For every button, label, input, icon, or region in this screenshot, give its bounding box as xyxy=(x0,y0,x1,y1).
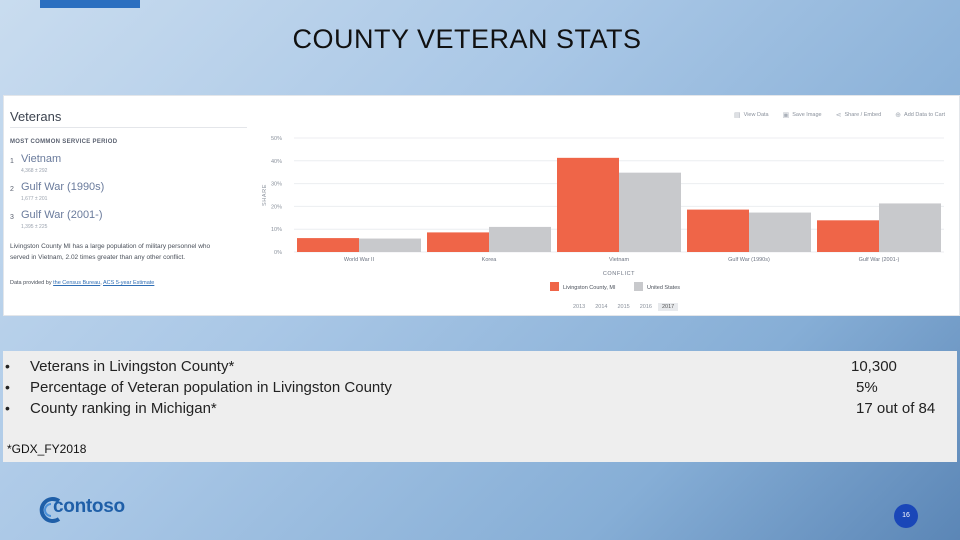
period-count: 1,677 ± 201 xyxy=(21,196,48,202)
period-name: Vietnam xyxy=(21,153,62,165)
x-tick-label: Korea xyxy=(482,257,498,263)
logo-mark-icon xyxy=(39,497,61,523)
bar-county xyxy=(687,209,749,252)
census-bureau-link[interactable]: the Census Bureau xyxy=(53,280,101,286)
acs-estimate-link[interactable]: ACS 5-year Estimate xyxy=(102,280,155,286)
x-tick-label: World War II xyxy=(344,257,375,263)
stat-value: 17 out of 84 xyxy=(856,400,936,417)
bullet-icon: • xyxy=(5,400,10,416)
x-tick-label: Gulf War (1990s) xyxy=(728,257,770,263)
cart-icon: ⊕ xyxy=(895,112,902,119)
section-heading: MOST COMMON SERVICE PERIOD xyxy=(10,139,118,145)
year-option[interactable]: 2013 xyxy=(573,304,586,310)
period-rank: 3 xyxy=(10,214,14,221)
stat-label: Percentage of Veteran population in Livi… xyxy=(30,379,392,396)
bar-us xyxy=(879,203,941,252)
bar-us xyxy=(489,226,551,252)
year-option[interactable]: 2017 xyxy=(658,303,679,311)
period-rank: 1 xyxy=(10,158,14,165)
legend-swatch xyxy=(634,282,643,291)
bullet-icon: • xyxy=(5,358,10,374)
add-to-cart-button[interactable]: ⊕ Add Data to Cart xyxy=(895,112,945,119)
y-tick-label: 0% xyxy=(274,250,282,256)
stat-value: 10,300 xyxy=(851,358,897,375)
contoso-logo: contoso xyxy=(39,495,125,525)
y-axis-label: SHARE xyxy=(262,184,268,206)
share-icon: ⋖ xyxy=(835,112,842,119)
x-axis-label: CONFLICT xyxy=(603,271,635,277)
source-prefix: Data provided by xyxy=(10,280,52,286)
period-count: 1,395 ± 225 xyxy=(21,224,48,230)
veterans-bar-chart: 0% 10% 20% 30% 40% 50% SHARE World War II Korea V… xyxy=(262,136,944,291)
period-count: 4,368 ± 292 xyxy=(21,168,48,174)
top-accent-bar xyxy=(40,0,140,8)
period-name: Gulf War (2001-) xyxy=(21,209,103,221)
period-rank: 2 xyxy=(10,186,14,193)
page-number-badge: 16 xyxy=(894,504,918,528)
stat-row: • County ranking in Michigan* 17 out of … xyxy=(3,399,957,419)
bullet-icon: • xyxy=(5,379,10,395)
footnote: *GDX_FY2018 xyxy=(7,442,87,456)
table-icon: ▤ xyxy=(734,112,741,119)
y-tick-label: 50% xyxy=(271,136,282,142)
stat-row: • Veterans in Livingston County* 10,300 xyxy=(3,357,957,377)
stats-panel: • Veterans in Livingston County* 10,300 … xyxy=(3,351,957,462)
legend-label: United States xyxy=(647,285,680,291)
conflict-description: Livingston County MI has a large populat… xyxy=(10,243,211,261)
stat-value: 5% xyxy=(856,379,878,396)
legend-swatch xyxy=(550,282,559,291)
x-tick-label: Gulf War (2001-) xyxy=(859,257,900,263)
title-divider xyxy=(10,127,247,128)
share-embed-button[interactable]: ⋖ Share / Embed xyxy=(835,112,882,119)
bar-county xyxy=(427,232,489,252)
legend-label: Livingston County, MI xyxy=(563,285,616,291)
bar-us xyxy=(749,212,811,252)
year-selector: 2013 2014 2015 2016 2017 xyxy=(569,303,679,311)
view-data-button[interactable]: ▤ View Data xyxy=(734,112,769,119)
period-name: Gulf War (1990s) xyxy=(21,181,105,193)
y-tick-label: 40% xyxy=(271,159,282,165)
veterans-screenshot: Veterans MOST COMMON SERVICE PERIOD 1 Vi… xyxy=(3,95,960,316)
stat-label: County ranking in Michigan* xyxy=(30,400,217,417)
chart-toolbar: ▤ View Data ▣ Save Image ⋖ Share / Embed ⊕ A… xyxy=(734,111,945,119)
bar-county xyxy=(817,220,879,252)
bar-county xyxy=(557,157,619,252)
year-option[interactable]: 2014 xyxy=(595,304,608,310)
stat-row: • Percentage of Veteran population in Li… xyxy=(3,378,957,398)
x-tick-label: Vietnam xyxy=(609,257,629,263)
year-option[interactable]: 2016 xyxy=(639,304,652,310)
stat-label: Veterans in Livingston County* xyxy=(30,358,235,375)
image-icon: ▣ xyxy=(782,112,790,119)
bar-us xyxy=(619,172,681,252)
y-tick-label: 10% xyxy=(271,227,282,233)
data-source: Data provided by the Census Bureau, ACS … xyxy=(10,280,155,286)
year-option[interactable]: 2015 xyxy=(617,304,630,310)
slide-title: COUNTY VETERAN STATS xyxy=(292,24,642,54)
bar-us xyxy=(359,238,421,252)
y-tick-label: 20% xyxy=(271,204,282,210)
y-tick-label: 30% xyxy=(271,182,282,188)
bar-county xyxy=(297,238,359,252)
logo-wordmark: contoso xyxy=(53,496,125,517)
save-image-button[interactable]: ▣ Save Image xyxy=(782,112,822,119)
screenshot-title: Veterans xyxy=(10,109,62,124)
